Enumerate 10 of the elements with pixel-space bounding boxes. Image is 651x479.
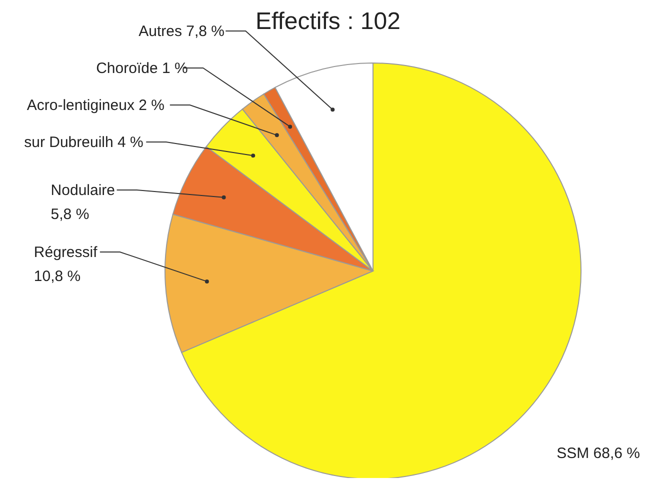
slice-label: Autres 7,8 % (138, 23, 225, 40)
slice-label: sur Dubreuilh 4 % (24, 134, 144, 151)
slice-label: Nodulaire (50, 182, 116, 199)
slice-label: SSM 68,6 % (556, 445, 640, 462)
slice-label: Régressif (34, 244, 98, 261)
slice-label: Acro-lentigineux 2 % (26, 97, 164, 114)
data-label: 5,8 % (50, 206, 90, 223)
data-label: 10,8 % (34, 268, 81, 285)
chart-title: Effectifs : 102 (256, 8, 400, 35)
slice-label: Choroïde 1 % (96, 60, 188, 77)
